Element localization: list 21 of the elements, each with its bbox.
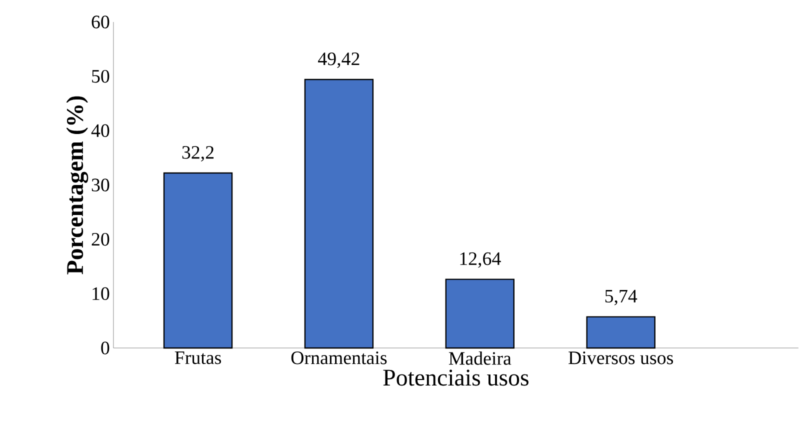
y-tick-label: 20: [92, 232, 110, 246]
y-axis-title: Porcentagem (%): [66, 96, 88, 274]
y-tick-label: 10: [92, 287, 110, 300]
x-tick-label: Madeira: [448, 352, 512, 365]
x-tick-label: Diversos usos: [568, 352, 673, 364]
y-tick-label: 30: [92, 178, 110, 192]
x-tick-label: Frutas: [174, 352, 221, 364]
x-axis-title: Potenciais usos: [383, 370, 528, 386]
data-label: 32,2: [182, 146, 214, 162]
y-tick-label: 40: [91, 124, 110, 138]
data-label: 49,42: [318, 52, 360, 68]
bar: [445, 278, 514, 349]
x-tick-label: Ornamentais: [291, 352, 387, 364]
y-tick-label: 60: [92, 16, 110, 28]
bar: [586, 316, 656, 349]
y-tick-label: 0: [101, 342, 110, 354]
data-label: 5,74: [605, 290, 638, 306]
y-tick-label: 50: [92, 70, 110, 83]
data-label: 12,64: [460, 252, 501, 268]
bar: [304, 78, 374, 349]
bar: [163, 172, 233, 349]
